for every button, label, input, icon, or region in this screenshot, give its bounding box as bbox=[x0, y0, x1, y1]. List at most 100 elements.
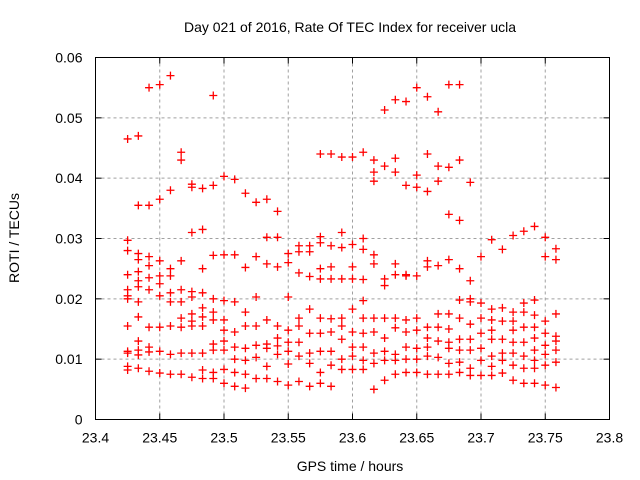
data-point bbox=[337, 355, 346, 364]
axis-ticks: 23.4 23.45 23.5 23.55 23.6 23.65 23.7 23.75 23.8… bbox=[55, 50, 623, 446]
data-point bbox=[166, 71, 175, 80]
data-point bbox=[262, 374, 271, 383]
x-tick-label: 23.8 bbox=[596, 430, 623, 446]
data-point bbox=[145, 252, 154, 261]
data-point bbox=[134, 350, 143, 359]
y-tick-label: 0.02 bbox=[55, 291, 82, 307]
data-point bbox=[359, 343, 368, 352]
data-point bbox=[166, 288, 175, 297]
data-point bbox=[123, 366, 132, 375]
data-point bbox=[359, 296, 368, 305]
data-point bbox=[198, 225, 207, 234]
data-point bbox=[166, 321, 175, 330]
data-point bbox=[241, 344, 250, 353]
data-point bbox=[219, 172, 228, 181]
x-tick-label: 23.45 bbox=[142, 430, 177, 446]
data-point bbox=[380, 356, 389, 365]
data-point bbox=[198, 303, 207, 312]
data-point bbox=[166, 370, 175, 379]
data-point bbox=[284, 338, 293, 347]
data-point bbox=[498, 303, 507, 312]
data-point bbox=[519, 323, 528, 332]
data-point bbox=[177, 285, 186, 294]
data-point bbox=[369, 259, 378, 268]
data-point bbox=[519, 364, 528, 373]
data-point bbox=[487, 362, 496, 371]
data-point bbox=[412, 344, 421, 353]
data-point bbox=[316, 264, 325, 273]
data-point bbox=[187, 293, 196, 302]
data-point bbox=[551, 337, 560, 346]
x-tick-label: 23.7 bbox=[467, 430, 494, 446]
data-point bbox=[509, 308, 518, 317]
data-point bbox=[273, 262, 282, 271]
data-point bbox=[487, 315, 496, 324]
data-point bbox=[530, 296, 539, 305]
y-tick-label: 0 bbox=[75, 412, 83, 428]
data-point bbox=[145, 323, 154, 332]
data-point bbox=[476, 299, 485, 308]
data-point bbox=[348, 365, 357, 374]
data-point bbox=[177, 323, 186, 332]
data-point bbox=[284, 249, 293, 258]
data-point bbox=[145, 347, 154, 356]
data-point bbox=[123, 349, 132, 358]
data-point bbox=[423, 343, 432, 352]
data-point bbox=[316, 274, 325, 283]
data-point bbox=[455, 156, 464, 165]
data-point bbox=[423, 370, 432, 379]
data-point bbox=[198, 321, 207, 330]
data-point bbox=[187, 373, 196, 382]
data-point bbox=[444, 309, 453, 318]
data-point bbox=[134, 297, 143, 306]
data-point bbox=[551, 383, 560, 392]
data-point bbox=[327, 382, 336, 391]
data-point bbox=[444, 325, 453, 333]
data-point bbox=[369, 250, 378, 259]
data-point bbox=[476, 314, 485, 323]
data-point bbox=[541, 233, 550, 242]
data-point bbox=[316, 314, 325, 323]
data-point bbox=[423, 92, 432, 101]
data-point bbox=[423, 334, 432, 343]
data-point bbox=[476, 329, 485, 338]
data-point bbox=[262, 315, 271, 324]
data-point bbox=[219, 315, 228, 324]
data-point bbox=[434, 107, 443, 116]
data-point bbox=[487, 335, 496, 344]
data-point bbox=[412, 83, 421, 92]
data-point bbox=[455, 335, 464, 344]
data-point bbox=[412, 326, 421, 335]
data-point bbox=[359, 148, 368, 157]
data-point bbox=[294, 321, 303, 330]
data-point bbox=[145, 83, 154, 92]
data-point bbox=[230, 355, 239, 364]
data-point bbox=[359, 356, 368, 365]
y-tick-label: 0.03 bbox=[55, 231, 82, 247]
data-point bbox=[348, 352, 357, 361]
data-point bbox=[455, 368, 464, 377]
data-point bbox=[530, 364, 539, 373]
data-point bbox=[177, 297, 186, 306]
data-point bbox=[294, 268, 303, 277]
data-point bbox=[305, 305, 314, 314]
data-point bbox=[380, 274, 389, 283]
data-point bbox=[209, 374, 218, 383]
data-point bbox=[509, 338, 518, 347]
data-point bbox=[273, 207, 282, 216]
data-point bbox=[476, 344, 485, 353]
data-point bbox=[541, 381, 550, 390]
data-point bbox=[252, 293, 261, 302]
data-point bbox=[219, 337, 228, 346]
data-point bbox=[455, 296, 464, 305]
data-point bbox=[380, 334, 389, 343]
data-point bbox=[412, 355, 421, 364]
data-point bbox=[187, 321, 196, 330]
data-point bbox=[369, 156, 378, 165]
data-point bbox=[402, 181, 411, 190]
data-point bbox=[252, 321, 261, 330]
data-point bbox=[380, 347, 389, 356]
data-point bbox=[423, 187, 432, 196]
data-point bbox=[123, 236, 132, 245]
